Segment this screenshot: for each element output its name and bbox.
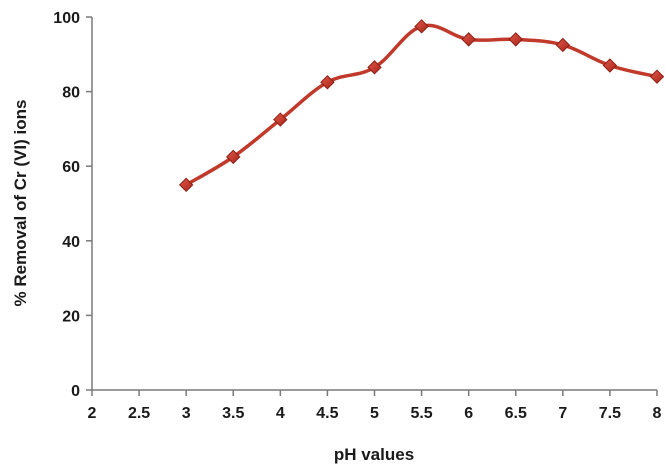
y-tick-label: 20	[62, 308, 80, 325]
data-point-marker	[508, 32, 523, 47]
x-tick-label: 5.5	[410, 405, 432, 422]
data-point-marker	[226, 149, 241, 165]
data-point-marker	[414, 19, 429, 34]
x-tick-label: 5	[370, 405, 379, 422]
data-point-marker	[273, 112, 288, 127]
x-tick-label: 3.5	[222, 405, 244, 422]
x-axis-title: pH values	[334, 445, 414, 464]
x-tick-label: 2.5	[128, 405, 150, 422]
x-tick-label: 7	[558, 405, 567, 422]
x-tick-label: 8	[653, 405, 662, 422]
x-tick-label: 6	[464, 405, 473, 422]
data-point-marker	[649, 69, 665, 84]
y-tick-label: 40	[62, 234, 80, 251]
data-point-marker	[367, 60, 382, 75]
x-tick-label: 6.5	[505, 405, 527, 422]
x-tick-label: 3	[182, 405, 191, 422]
data-point-marker	[602, 58, 618, 73]
x-tick-label: 4.5	[316, 405, 338, 422]
y-tick-label: 0	[71, 383, 80, 400]
x-tick-label: 7.5	[599, 405, 621, 422]
data-point-marker	[555, 37, 571, 53]
x-tick-label: 2	[88, 405, 97, 422]
y-axis-title: % Removal of Cr (VI) ions	[11, 100, 30, 307]
data-point-marker	[320, 75, 335, 90]
y-tick-label: 60	[62, 159, 80, 176]
y-tick-label: 80	[62, 85, 80, 102]
series-line	[185, 23, 658, 187]
y-tick-label: 100	[53, 10, 80, 27]
series-layer	[178, 19, 665, 193]
data-point-marker	[461, 32, 476, 47]
x-tick-label: 4	[276, 405, 285, 422]
data-point-marker	[178, 177, 194, 193]
